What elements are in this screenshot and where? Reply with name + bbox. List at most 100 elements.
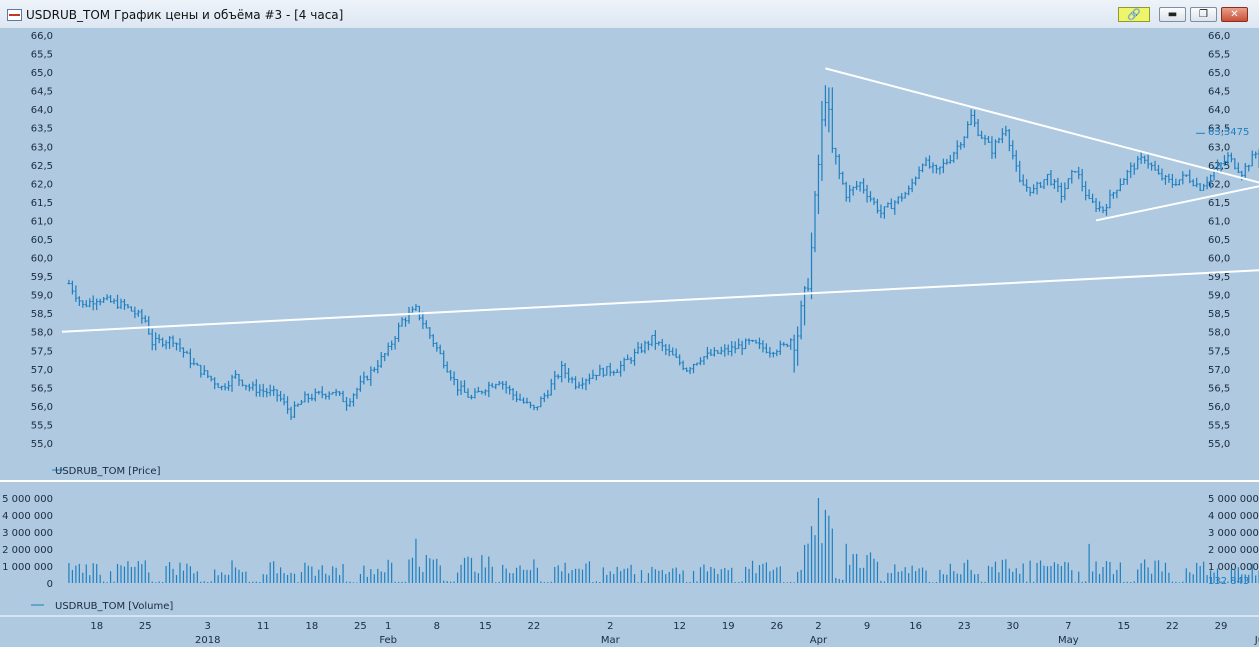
price-axis-tick-left: 61,5 — [31, 198, 53, 209]
price-axis-tick-left: 63,5 — [31, 124, 53, 135]
price-axis-tick-left: 63,0 — [31, 142, 53, 153]
price-axis-tick-left: 64,5 — [31, 87, 53, 98]
volume-axis-tick-left: 5 000 000 — [2, 494, 53, 505]
price-axis-tick-left: 62,0 — [31, 179, 53, 190]
xaxis-day-label: 12 — [673, 621, 686, 632]
trendline[interactable] — [825, 67, 1259, 190]
price-last-value: 63,3475 — [1208, 127, 1249, 138]
price-axis-tick-right: 62,5 — [1208, 161, 1230, 172]
xaxis-day-label: 23 — [958, 621, 971, 632]
xaxis-day-label: 9 — [864, 621, 870, 632]
volume-axis-tick-left: 0 — [47, 579, 53, 590]
price-axis-left: 66,0 65,5 65,0 64,5 64,0 63,5 63,0 62,5 62,0 61,5… — [31, 31, 53, 450]
xaxis-day-label: 26 — [770, 621, 783, 632]
xaxis-month-label: Mar — [601, 635, 621, 646]
xaxis-day-label: 30 — [1006, 621, 1019, 632]
price-axis-tick-left: 57,5 — [31, 346, 53, 357]
price-axis-tick-left: 65,0 — [31, 68, 53, 79]
xaxis-day-label: 3 — [205, 621, 211, 632]
price-volume-chart[interactable]: 66,0 65,5 65,0 64,5 64,0 63,5 63,0 62,5 62,0 61,5… — [0, 28, 1259, 647]
price-axis-tick-right: 63,5 — [1208, 124, 1230, 135]
xaxis-month-label: May — [1058, 635, 1079, 646]
price-axis-right: 66,0 65,5 65,0 64,5 64,0 63,5 63,0 62,5 62,0 61,5… — [1208, 31, 1230, 450]
link-icon[interactable]: 🔗 — [1118, 7, 1150, 22]
trendlines — [61, 67, 1259, 333]
price-axis-tick-left: 61,0 — [31, 216, 53, 227]
chart-background — [0, 28, 1259, 647]
xaxis-day-label: 18 — [90, 621, 103, 632]
price-axis-tick-right: 55,5 — [1208, 420, 1230, 431]
chart-window-icon — [7, 9, 22, 21]
xaxis-month-label: Jun — [1254, 635, 1259, 646]
volume-axis-tick-right: 2 000 000 — [1208, 545, 1259, 556]
price-axis-tick-left: 55,5 — [31, 420, 53, 431]
xaxis-day-label: 2 — [815, 621, 821, 632]
window-titlebar[interactable]: USDRUB_TOM График цены и объёма #3 - [4 … — [0, 0, 1259, 29]
xaxis-day-label: 11 — [257, 621, 270, 632]
price-axis-tick-right: 56,5 — [1208, 383, 1230, 394]
minimize-icon: ▬ — [1167, 9, 1178, 20]
price-axis-tick-right: 66,0 — [1208, 31, 1230, 42]
xaxis-day-label: 15 — [1117, 621, 1130, 632]
volume-legend: USDRUB_TOM [Volume] — [55, 601, 173, 612]
price-axis-tick-right: 59,0 — [1208, 291, 1230, 302]
price-axis-tick-right: 60,0 — [1208, 254, 1230, 265]
volume-axis-tick-left: 2 000 000 — [2, 545, 53, 556]
price-axis-tick-right: 55,0 — [1208, 439, 1230, 450]
price-axis-tick-left: 64,0 — [31, 105, 53, 116]
price-series — [67, 85, 1259, 421]
price-axis-tick-right: 61,0 — [1208, 216, 1230, 227]
volume-last-value: 132 843 — [1208, 576, 1249, 587]
price-axis-tick-left: 56,5 — [31, 383, 53, 394]
xaxis-day-label: 2 — [607, 621, 613, 632]
xaxis-month-label: Apr — [810, 635, 828, 646]
restore-button[interactable]: ❒ — [1190, 7, 1217, 22]
price-axis-tick-right: 63,0 — [1208, 142, 1230, 153]
xaxis-day-label: 29 — [1215, 621, 1228, 632]
price-axis-tick-right: 64,5 — [1208, 87, 1230, 98]
volume-axis-tick-left: 1 000 000 — [2, 562, 53, 573]
xaxis-day-label: 7 — [1065, 621, 1071, 632]
restore-icon: ❒ — [1199, 9, 1208, 20]
price-axis-tick-left: 56,0 — [31, 402, 53, 413]
price-axis-tick-left: 59,5 — [31, 272, 53, 283]
xaxis-month-label: 2018 — [195, 635, 220, 646]
price-axis-tick-right: 64,0 — [1208, 105, 1230, 116]
trendline[interactable] — [61, 269, 1259, 333]
price-axis-tick-right: 61,5 — [1208, 198, 1230, 209]
price-axis-tick-right: 65,5 — [1208, 50, 1230, 61]
xaxis-day-label: 15 — [479, 621, 492, 632]
xaxis-day-label: 19 — [722, 621, 735, 632]
price-axis-tick-left: 66,0 — [31, 31, 53, 42]
volume-axis-right: 5 000 000 4 000 000 3 000 000 2 000 000 1 00… — [1208, 494, 1259, 573]
volume-series — [68, 498, 1259, 583]
volume-axis-tick-left: 4 000 000 — [2, 511, 53, 522]
time-axis: 1825311182518152221219262916233071522295… — [90, 621, 1259, 646]
price-legend: USDRUB_TOM [Price] — [55, 466, 161, 477]
price-axis-tick-right: 57,0 — [1208, 365, 1230, 376]
volume-axis-tick-right: 5 000 000 — [1208, 494, 1259, 505]
xaxis-day-label: 8 — [434, 621, 440, 632]
price-axis-tick-left: 57,0 — [31, 365, 53, 376]
close-icon: ✕ — [1230, 9, 1239, 20]
price-axis-tick-left: 55,0 — [31, 439, 53, 450]
trendline[interactable] — [1095, 180, 1259, 222]
volume-axis-left: 5 000 000 4 000 000 3 000 000 2 000 000 1 00… — [2, 494, 53, 590]
xaxis-day-label: 22 — [528, 621, 541, 632]
minimize-button[interactable]: ▬ — [1159, 7, 1186, 22]
xaxis-day-label: 25 — [354, 621, 367, 632]
xaxis-day-label: 25 — [139, 621, 152, 632]
price-axis-tick-left: 62,5 — [31, 161, 53, 172]
price-axis-tick-left: 58,5 — [31, 309, 53, 320]
price-axis-tick-left: 60,5 — [31, 235, 53, 246]
xaxis-month-label: Feb — [379, 635, 397, 646]
xaxis-day-label: 16 — [909, 621, 922, 632]
window-title: USDRUB_TOM График цены и объёма #3 - [4 … — [26, 8, 344, 22]
price-axis-tick-right: 65,0 — [1208, 68, 1230, 79]
price-axis-tick-right: 56,0 — [1208, 402, 1230, 413]
xaxis-day-label: 1 — [385, 621, 391, 632]
price-axis-tick-left: 59,0 — [31, 291, 53, 302]
volume-axis-tick-left: 3 000 000 — [2, 528, 53, 539]
close-button[interactable]: ✕ — [1221, 7, 1248, 22]
price-axis-tick-right: 62,0 — [1208, 179, 1230, 190]
